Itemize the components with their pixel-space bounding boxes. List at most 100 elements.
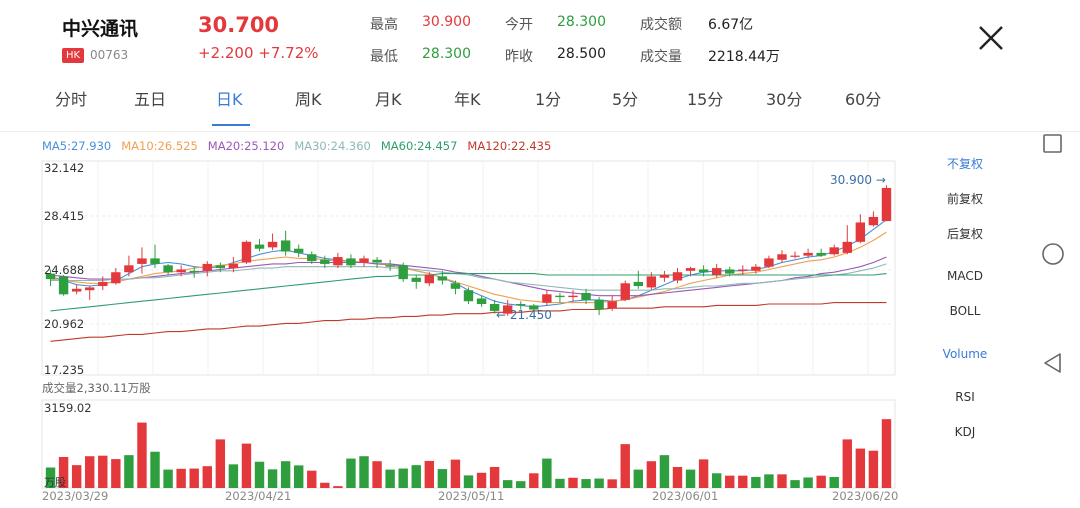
- volume-bar: [71, 465, 82, 488]
- kline-chart[interactable]: [0, 0, 900, 508]
- stat-value-turnover: 6.67亿: [708, 17, 754, 33]
- tab-weekly-k[interactable]: 周K: [295, 90, 322, 109]
- candle-body: [307, 254, 317, 262]
- volume-bar: [842, 439, 852, 488]
- candle-body: [711, 268, 722, 275]
- tab-five-day[interactable]: 五日: [134, 90, 167, 109]
- stat-label-low: 最低: [370, 49, 398, 65]
- price-axis-label: 17.235: [44, 363, 85, 377]
- volume-bar: [333, 486, 343, 488]
- price-axis-label: 24.688: [44, 263, 85, 277]
- volume-bar: [176, 468, 186, 488]
- volume-bar: [437, 469, 448, 488]
- volume-bar: [150, 451, 160, 488]
- candle-body: [620, 283, 630, 300]
- volume-bar: [450, 459, 461, 488]
- stock-name: 中兴通讯: [62, 18, 139, 40]
- close-button[interactable]: [972, 20, 1010, 58]
- candle-body: [555, 295, 565, 298]
- max-price-marker: 30.900 →: [830, 173, 886, 187]
- candle-body: [855, 222, 866, 242]
- volume-bar: [111, 459, 121, 488]
- min-price-marker: ← 21.450: [496, 308, 552, 322]
- candle-body: [111, 272, 121, 284]
- candle-body: [150, 258, 160, 264]
- candle-body: [607, 301, 617, 309]
- date-label: 2023/06/01: [652, 489, 719, 503]
- volume-bar: [424, 460, 435, 488]
- volume-bar: [124, 455, 134, 488]
- ma-line: [50, 302, 887, 342]
- volume-bar: [280, 461, 291, 488]
- volume-summary: 成交量2,330.11万股: [42, 381, 151, 395]
- close-icon: [979, 26, 1003, 50]
- candle-body: [202, 263, 212, 271]
- ma-legend: MA5:27.930 MA10:26.525 MA20:25.120 MA30:24.…: [42, 139, 561, 153]
- back-icon[interactable]: [1041, 351, 1065, 375]
- price-axis-label: 20.962: [44, 317, 85, 331]
- adjust-none[interactable]: 不复权: [946, 157, 983, 171]
- volume-bar: [359, 456, 369, 488]
- current-price: 30.700: [198, 13, 280, 37]
- volume-bar: [581, 479, 591, 488]
- candle-body: [254, 244, 265, 249]
- indicator-boll[interactable]: BOLL: [949, 304, 981, 318]
- candle-body: [489, 304, 500, 311]
- candle-body: [594, 299, 604, 310]
- candle-body: [359, 258, 369, 263]
- indicator-rsi[interactable]: RSI: [955, 390, 975, 404]
- indicator-volume[interactable]: Volume: [942, 347, 988, 361]
- candle-body: [803, 252, 813, 256]
- candle-body: [437, 276, 448, 281]
- tab-yearly-k[interactable]: 年K: [454, 90, 481, 109]
- recent-apps-icon[interactable]: [1042, 133, 1064, 155]
- period-tabs: 分时 五日 日K 周K 月K 年K 1分 5分 15分 30分 60分: [38, 86, 898, 130]
- candle-body: [672, 272, 683, 281]
- candle-body: [646, 276, 657, 288]
- volume-bar: [398, 468, 408, 488]
- ma-line: [50, 231, 887, 304]
- home-icon[interactable]: [1040, 241, 1066, 267]
- candle-body: [542, 294, 552, 303]
- volume-bar: [620, 444, 630, 488]
- candle-body: [868, 216, 879, 226]
- date-label: 2023/04/21: [225, 489, 292, 503]
- tab-1min[interactable]: 1分: [535, 90, 562, 109]
- volume-axis-top: 3159.02: [44, 401, 92, 415]
- tab-daily-k[interactable]: 日K: [216, 90, 243, 109]
- price-axis-label: 28.415: [44, 209, 85, 223]
- ma-line: [50, 263, 887, 291]
- tab-intraday[interactable]: 分时: [55, 90, 88, 109]
- volume-bar: [489, 466, 500, 488]
- candle-body: [176, 269, 186, 273]
- volume-bar: [868, 450, 879, 488]
- candle-body: [372, 259, 382, 263]
- adjust-forward[interactable]: 前复权: [946, 192, 983, 206]
- volume-bar: [568, 477, 578, 488]
- tab-monthly-k[interactable]: 月K: [375, 90, 402, 109]
- tab-60min[interactable]: 60分: [845, 90, 882, 109]
- tab-30min[interactable]: 30分: [766, 90, 803, 109]
- candle-body: [633, 281, 644, 287]
- ma5-label: MA5:27.930: [42, 139, 112, 153]
- stat-value-volume: 2218.44万: [708, 49, 780, 65]
- candle-body: [241, 241, 252, 263]
- volume-bar: [881, 419, 892, 488]
- ma30-label: MA30:24.360: [294, 139, 371, 153]
- candle-body: [516, 304, 526, 306]
- tab-15min[interactable]: 15分: [687, 90, 724, 109]
- stat-value-high: 30.900: [422, 14, 471, 30]
- tab-5min[interactable]: 5分: [612, 90, 639, 109]
- indicator-kdj[interactable]: KDJ: [954, 425, 976, 439]
- volume-bar: [698, 459, 709, 488]
- volume-bar: [137, 422, 147, 488]
- candle-body: [280, 240, 291, 252]
- ma10-label: MA10:26.525: [121, 139, 198, 153]
- candle-body: [725, 269, 735, 274]
- volume-unit: 万股: [44, 476, 66, 489]
- candle-body: [881, 187, 892, 222]
- volume-bar: [685, 469, 696, 488]
- indicator-macd[interactable]: MACD: [947, 269, 983, 283]
- adjust-backward[interactable]: 后复权: [946, 227, 983, 241]
- candle-body: [659, 274, 670, 278]
